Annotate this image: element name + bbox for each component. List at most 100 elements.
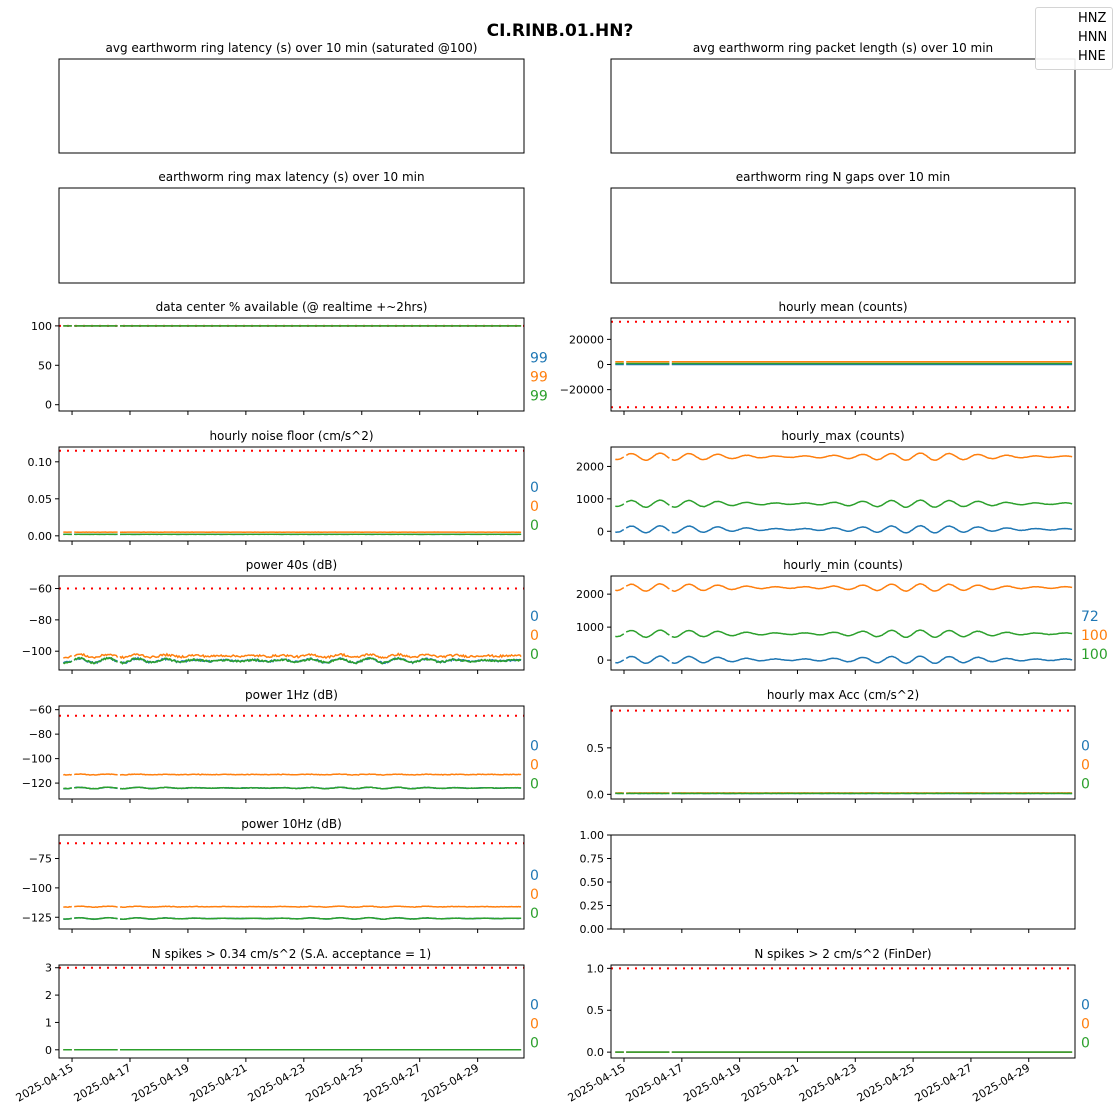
series-line-hnz <box>615 655 1073 665</box>
y-tick-label: 0.25 <box>580 900 605 913</box>
panel-title: hourly_min (counts) <box>783 558 903 572</box>
side-value-hnn: 0 <box>530 1017 539 1033</box>
y-tick-label: 0 <box>45 1044 52 1057</box>
panel-p7: hourly noise floor (cm/s^2) 0.00 0.05 0.10 0… <box>28 429 539 545</box>
y-tick-label: 0.00 <box>580 923 605 936</box>
x-tick-label: 2025-04-19 <box>130 1061 192 1104</box>
y-tick-label: 0.75 <box>580 853 605 866</box>
plot-frame <box>58 575 525 671</box>
y-tick-label: 1000 <box>576 493 604 506</box>
panel-title: power 1Hz (dB) <box>245 688 338 702</box>
panel-p6: hourly mean (counts) −20000 0 20000 <box>560 300 1076 415</box>
side-value-hne: 0 <box>530 906 539 922</box>
panel-p9: power 40s (dB) −100 −80 −60 0 0 0 <box>22 558 539 674</box>
y-tick-label: 0.5 <box>587 742 605 755</box>
side-value-hnn: 0 <box>530 758 539 774</box>
panel-p11: power 1Hz (dB) −120 −100 −80 −60 0 0 0 <box>22 688 539 803</box>
y-tick-label: −100 <box>22 645 52 658</box>
series-line-hnn <box>63 773 522 776</box>
plot-frame <box>610 317 1076 412</box>
plot-area <box>611 320 1075 409</box>
side-value-hne: 0 <box>1081 1036 1090 1052</box>
y-tick-label: 3 <box>45 962 52 975</box>
panel-title: N spikes > 2 cm/s^2 (FinDer) <box>754 947 931 961</box>
y-tick-label: 0 <box>597 359 604 372</box>
y-tick-label: 1.0 <box>587 962 605 975</box>
x-tick-label: 2025-04-29 <box>419 1061 481 1104</box>
panel-p15: N spikes > 0.34 cm/s^2 (S.A. acceptance … <box>14 947 539 1105</box>
x-tick-label: 2025-04-25 <box>303 1061 365 1104</box>
side-value-hne: 100 <box>1081 647 1108 663</box>
y-tick-label: 100 <box>31 320 52 333</box>
x-tick-label: 2025-04-23 <box>797 1061 859 1104</box>
x-tick-label: 2025-04-19 <box>681 1061 743 1104</box>
plot-frame <box>58 446 525 542</box>
series-line-hne <box>63 916 522 921</box>
y-tick-label: 1 <box>45 1016 52 1029</box>
plot-area <box>611 709 1075 795</box>
panel-title: N spikes > 0.34 cm/s^2 (S.A. acceptance … <box>152 947 431 961</box>
x-tick-label: 2025-04-15 <box>566 1061 628 1104</box>
side-value-hne: 0 <box>530 518 539 534</box>
plot-area <box>59 966 524 1051</box>
x-tick-label: 2025-04-23 <box>245 1061 307 1104</box>
y-tick-label: −125 <box>22 911 52 924</box>
y-tick-label: 50 <box>38 359 52 372</box>
side-value-hnz: 0 <box>530 480 539 496</box>
side-value-hnz: 0 <box>530 868 539 884</box>
x-tick-label: 2025-04-21 <box>739 1061 801 1104</box>
panel-p4: earthworm ring N gaps over 10 min <box>610 170 1076 284</box>
series-line-hnn <box>615 452 1073 462</box>
plot-frame <box>58 705 525 800</box>
panel-title: hourly_max (counts) <box>781 429 904 443</box>
series-line-hne <box>63 786 522 790</box>
plot-frame <box>58 58 525 154</box>
y-tick-label: 0.5 <box>587 1004 605 1017</box>
plot-frame <box>610 446 1076 542</box>
plot-frame <box>610 705 1076 800</box>
side-value-hnz: 72 <box>1081 609 1099 625</box>
side-value-hnn: 0 <box>1081 1017 1090 1033</box>
panel-title: avg earthworm ring latency (s) over 10 m… <box>106 41 478 55</box>
y-tick-label: 2000 <box>576 460 604 473</box>
series-line-hnz <box>615 524 1073 534</box>
y-tick-label: 0.0 <box>587 788 605 801</box>
side-value-hnn: 100 <box>1081 628 1108 644</box>
plot-frame <box>58 187 525 284</box>
side-value-hne: 99 <box>530 389 548 405</box>
side-value-hnz: 0 <box>1081 998 1090 1014</box>
panel-title: hourly noise floor (cm/s^2) <box>209 429 373 443</box>
y-tick-label: −100 <box>22 882 52 895</box>
plot-area <box>615 583 1073 665</box>
y-tick-label: 0.10 <box>28 456 53 469</box>
legend-entry-hnn: HNN <box>1078 30 1108 45</box>
plot-frame <box>610 964 1076 1059</box>
y-tick-label: −60 <box>29 583 52 596</box>
panel-p14: 0.00 0.25 0.50 0.75 1.00 <box>580 829 1076 936</box>
side-value-hnn: 0 <box>530 628 539 644</box>
side-value-hne: 0 <box>530 647 539 663</box>
plot-frame <box>610 834 1076 930</box>
legend-entry-hne: HNE <box>1078 49 1106 64</box>
y-tick-label: −80 <box>29 728 52 741</box>
y-tick-label: −60 <box>29 704 52 717</box>
panel-p3: earthworm ring max latency (s) over 10 m… <box>58 170 525 284</box>
panel-title: earthworm ring N gaps over 10 min <box>736 170 950 184</box>
x-tick-label: 2025-04-17 <box>623 1061 685 1104</box>
y-tick-label: −75 <box>29 853 52 866</box>
side-value-hnn: 99 <box>530 370 548 386</box>
panel-title: avg earthworm ring packet length (s) ove… <box>693 41 993 55</box>
plot-frame <box>610 575 1076 671</box>
side-value-hnz: 99 <box>530 351 548 367</box>
side-value-hnn: 0 <box>530 499 539 515</box>
legend: HNZ HNN HNE <box>1035 7 1113 70</box>
panel-p16: N spikes > 2 cm/s^2 (FinDer) 0.0 0.5 1.0 202… <box>566 947 1090 1105</box>
x-tick-label: 2025-04-25 <box>855 1061 917 1104</box>
series-line-hnn <box>615 583 1073 592</box>
plot-frame <box>610 187 1076 284</box>
plot-area <box>615 452 1073 534</box>
panel-title: data center % available (@ realtime +~2h… <box>156 300 428 314</box>
y-tick-label: 2000 <box>576 588 604 601</box>
y-tick-label: 0 <box>597 525 604 538</box>
side-value-hnz: 0 <box>1081 739 1090 755</box>
